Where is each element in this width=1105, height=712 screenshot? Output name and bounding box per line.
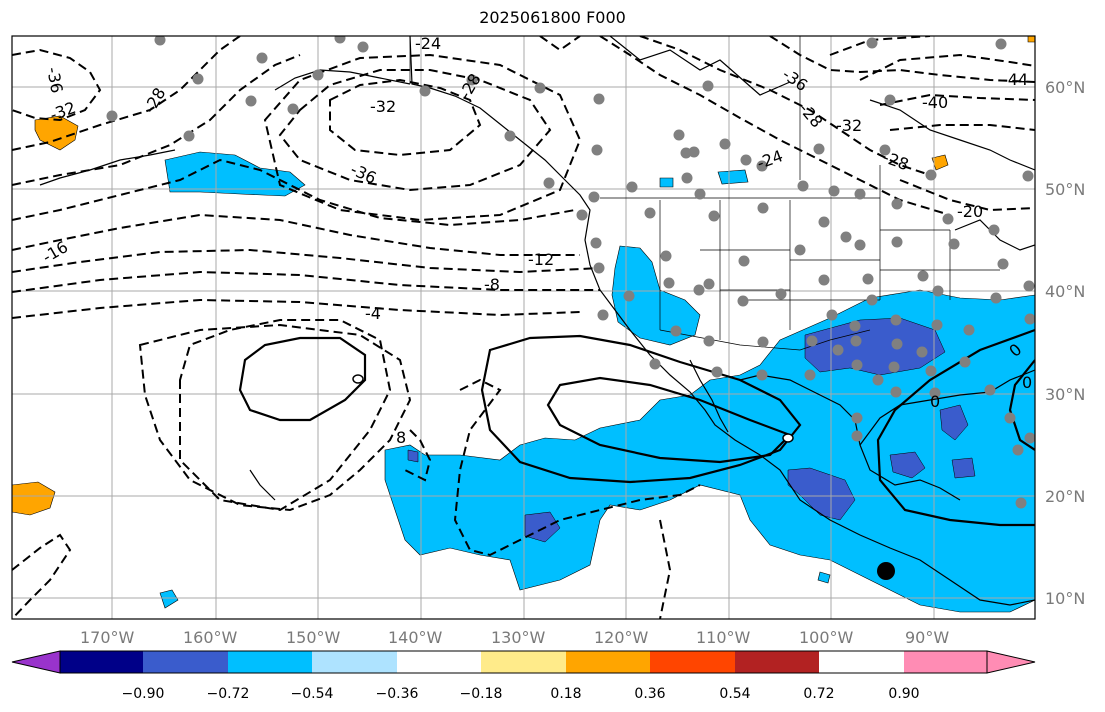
colorbar-extend-left [11,650,61,674]
contour-label: -44 [1002,70,1028,89]
colorbar-tick-label: 0.36 [634,686,665,702]
colorbar-tick-label: 0.54 [719,686,750,702]
strong-negative-shading [407,317,976,543]
graticule [12,36,1035,619]
colorbar-tick-label: −0.90 [122,686,165,702]
contour-label: -40 [922,93,948,112]
colorbar-tick-label: 0.72 [803,686,834,702]
colorbar-segment [60,651,143,673]
lat-tick-label: 10°N [1045,589,1085,608]
lat-tick-label: 50°N [1045,180,1085,199]
contour-label: -4 [365,304,381,323]
lon-tick-label: 140°W [388,628,443,647]
contour-label: 0 [1022,373,1032,392]
lat-tick-label: 30°N [1045,385,1085,404]
lon-tick-label: 160°W [183,628,238,647]
colorbar-tick-label: 0.18 [550,686,581,702]
colorbar-segment [397,651,481,673]
colorbar: −0.90 −0.72 −0.54 −0.36 −0.18 0.18 0.36 … [11,650,1036,702]
contour-label: 0 [930,392,940,411]
colorbar-segment [312,651,397,673]
contour-label: -8 [484,275,500,294]
contour-label: -12 [528,250,554,269]
contour-label: -20 [957,202,983,221]
zero-markers [352,374,794,443]
colorbar-tick-label: −0.36 [376,686,419,702]
lon-tick-label: 100°W [799,628,854,647]
colorbar-segment [904,651,987,673]
lon-tick-label: 150°W [286,628,341,647]
lon-tick-label: 110°W [696,628,751,647]
colorbar-tick-labels: −0.90 −0.72 −0.54 −0.36 −0.18 0.18 0.36 … [122,686,920,702]
colorbar-tick-label: −0.54 [291,686,334,702]
lat-tick-label: 60°N [1045,78,1085,97]
lon-tick-label: 90°W [905,628,949,647]
colorbar-segment [566,651,650,673]
contour-label: -32 [370,97,396,116]
lat-tick-label: 20°N [1045,487,1085,506]
contour-label: -36 [43,66,66,95]
colorbar-extend-right [986,650,1036,674]
solid-contours [238,328,1035,527]
map-title: 2025061800 F000 [479,8,626,27]
highlight-dot [877,562,895,580]
colorbar-segment [735,651,819,673]
colorbar-tick-label: −0.72 [207,686,250,702]
contour-label: -24 [415,34,441,53]
contour-label: -32 [836,116,862,135]
longitude-labels: 170°W 160°W 150°W 140°W 130°W 120°W 110°… [80,628,949,647]
contour-label: 8 [396,428,406,447]
colorbar-segment [481,651,566,673]
map-frame [11,35,1036,620]
lon-tick-label: 170°W [80,628,135,647]
lon-tick-label: 130°W [491,628,546,647]
colorbar-segment [650,651,735,673]
lon-tick-label: 120°W [594,628,649,647]
colorbar-segment [143,651,228,673]
station-dots [106,36,1035,509]
coastlines [39,36,1035,606]
colorbar-segment [228,651,312,673]
lat-tick-label: 40°N [1045,282,1085,301]
colorbar-tick-label: 0.90 [888,686,919,702]
colorbar-frame [59,650,988,674]
positive-anomaly-shading [12,36,1035,516]
latitude-labels: 60°N 50°N 40°N 30°N 20°N 10°N [1045,78,1085,608]
colorbar-tick-label: −0.18 [460,686,503,702]
